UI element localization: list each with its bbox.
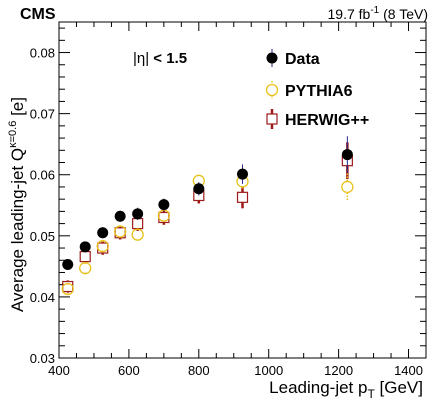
y-tick-label: 0.04 [30, 290, 55, 305]
y-axis-label-sup: κ=0.6 [7, 121, 19, 148]
x-axis-label-main: Leading-jet p [269, 378, 367, 397]
data-point [132, 208, 144, 220]
herwig-point [236, 191, 249, 203]
pythia-point [131, 228, 144, 241]
eta-annotation: |η| < 1.5 [133, 50, 187, 67]
x-axis-label-unit: [GeV] [375, 378, 423, 397]
energy-label: (8 TeV) [379, 6, 428, 22]
data-point [79, 241, 91, 253]
eta-suffix: < 1.5 [149, 50, 187, 67]
legend: Data PYTHIA6 HERWIG++ [265, 49, 369, 129]
pythia-point [96, 240, 109, 253]
eta-prefix: |η| [133, 50, 149, 67]
x-tick-label: 600 [118, 363, 140, 378]
data-point [114, 210, 126, 222]
data-point [97, 227, 109, 239]
legend-label: Data [285, 51, 320, 68]
data-point [193, 183, 205, 195]
herwig-point [132, 218, 144, 230]
y-tick-label: 0.06 [30, 168, 55, 183]
legend-label: HERWIG++ [285, 112, 369, 129]
x-tick-label: 1000 [254, 363, 283, 378]
x-axis-label-sub: T [367, 387, 375, 401]
y-tick-label: 0.08 [30, 46, 55, 61]
y-axis-label-main: Average leading-jet Q [8, 148, 27, 312]
data-series [61, 136, 354, 296]
x-axis-label: Leading-jet pT [GeV] [269, 378, 423, 401]
luminosity-prefix: 19.7 fb [328, 6, 371, 22]
luminosity-exponent: -1 [370, 5, 379, 16]
pythia-point [79, 262, 92, 275]
herwig-point [79, 250, 91, 263]
y-tick-label: 0.05 [30, 229, 55, 244]
y-axis-label: Average leading-jet Qκ=0.6 [e] [7, 97, 27, 312]
x-tick-label: 800 [188, 363, 210, 378]
legend-data-marker [266, 52, 278, 64]
data-point [158, 199, 170, 211]
plot-frame [58, 21, 427, 359]
axis-ticks: 400 600 800 1000 1200 1400 0.03 0.04 0.05 0.06 0.0… [30, 22, 427, 378]
legend-herwig-marker [266, 113, 278, 125]
x-tick-label: 1400 [394, 363, 423, 378]
data-point [341, 149, 353, 161]
data-point [237, 168, 248, 180]
experiment-label: CMS [20, 6, 56, 23]
legend-label: PYTHIA6 [285, 83, 353, 100]
pythia-point [114, 225, 127, 238]
x-tick-label: 400 [48, 363, 70, 378]
pythia-point [341, 180, 354, 194]
y-tick-label: 0.03 [30, 351, 55, 366]
pythia-point [61, 282, 74, 296]
data-point [62, 259, 74, 271]
luminosity-label: 19.7 fb-1 (8 TeV) [328, 5, 429, 22]
y-tick-label: 0.07 [30, 107, 55, 122]
x-tick-label: 1200 [324, 363, 353, 378]
y-axis-label-unit: [e] [8, 97, 27, 121]
legend-pythia-marker [265, 83, 279, 97]
